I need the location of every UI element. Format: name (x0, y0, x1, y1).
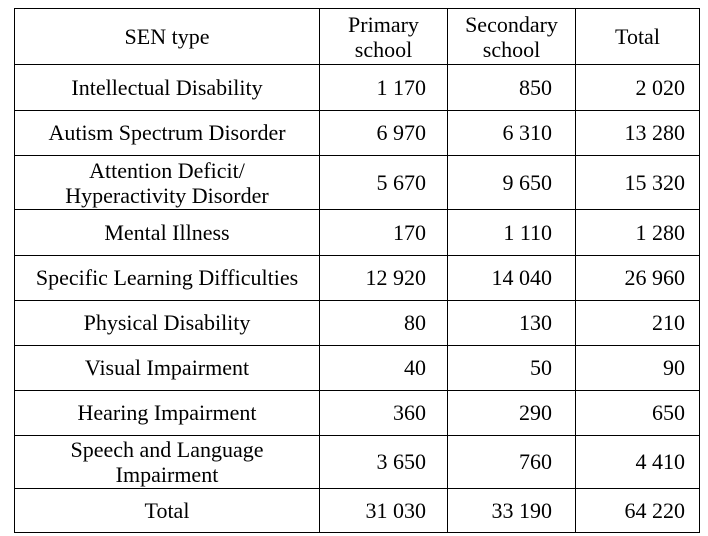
sen-statistics-table: SEN type Primary school Secondary school… (14, 8, 700, 533)
table-row: Specific Learning Difficulties 12 920 14… (14, 255, 700, 301)
table-row: Hearing Impairment 360 290 650 (14, 390, 700, 436)
header-secondary-line1: Secondary (465, 11, 558, 37)
total-value: 13 280 (575, 110, 700, 156)
header-secondary-school: Secondary school (447, 8, 576, 65)
total-value: 2 020 (575, 64, 700, 111)
row-label: Attention Deficit/ Hyperactivity Disorde… (14, 155, 320, 210)
table-row: Mental Illness 170 1 110 1 280 (14, 209, 700, 256)
header-primary-school: Primary school (319, 8, 448, 65)
row-label: Visual Impairment (14, 345, 320, 391)
row-label-line1: Attention Deficit/ (89, 157, 245, 183)
secondary-value: 6 310 (447, 110, 576, 156)
row-label: Mental Illness (14, 209, 320, 256)
header-total: Total (575, 8, 700, 65)
row-label: Specific Learning Difficulties (14, 255, 320, 301)
primary-value: 40 (319, 345, 448, 391)
row-label: Speech and Language Impairment (14, 435, 320, 489)
table-row: Autism Spectrum Disorder 6 970 6 310 13 … (14, 110, 700, 156)
row-label: Total (14, 488, 320, 533)
table-header-row: SEN type Primary school Secondary school… (14, 8, 700, 65)
row-label: Autism Spectrum Disorder (14, 110, 320, 156)
header-primary-line2: school (354, 36, 413, 62)
total-value: 26 960 (575, 255, 700, 301)
secondary-value: 290 (447, 390, 576, 436)
secondary-value: 760 (447, 435, 576, 489)
secondary-value: 850 (447, 64, 576, 111)
table-row: Intellectual Disability 1 170 850 2 020 (14, 64, 700, 111)
primary-value: 5 670 (319, 155, 448, 210)
row-label: Hearing Impairment (14, 390, 320, 436)
table-total-row: Total 31 030 33 190 64 220 (14, 488, 700, 533)
row-label: Physical Disability (14, 300, 320, 346)
total-value: 90 (575, 345, 700, 391)
secondary-value: 1 110 (447, 209, 576, 256)
table-row: Visual Impairment 40 50 90 (14, 345, 700, 391)
secondary-value: 14 040 (447, 255, 576, 301)
secondary-value: 9 650 (447, 155, 576, 210)
table-row: Speech and Language Impairment 3 650 760… (14, 435, 700, 489)
secondary-value: 33 190 (447, 488, 576, 533)
total-value: 64 220 (575, 488, 700, 533)
row-label-line2: Hyperactivity Disorder (65, 182, 269, 208)
row-label-line2: Impairment (115, 462, 219, 487)
row-label-line1: Speech and Language (70, 437, 264, 462)
total-value: 4 410 (575, 435, 700, 489)
primary-value: 31 030 (319, 488, 448, 533)
primary-value: 1 170 (319, 64, 448, 111)
secondary-value: 50 (447, 345, 576, 391)
total-value: 15 320 (575, 155, 700, 210)
table-row: Physical Disability 80 130 210 (14, 300, 700, 346)
primary-value: 80 (319, 300, 448, 346)
header-sen-type: SEN type (14, 8, 320, 65)
secondary-value: 130 (447, 300, 576, 346)
primary-value: 3 650 (319, 435, 448, 489)
primary-value: 170 (319, 209, 448, 256)
primary-value: 360 (319, 390, 448, 436)
header-primary-line1: Primary (348, 11, 419, 37)
total-value: 1 280 (575, 209, 700, 256)
total-value: 650 (575, 390, 700, 436)
primary-value: 12 920 (319, 255, 448, 301)
row-label: Intellectual Disability (14, 64, 320, 111)
total-value: 210 (575, 300, 700, 346)
header-secondary-line2: school (482, 36, 541, 62)
primary-value: 6 970 (319, 110, 448, 156)
table-row: Attention Deficit/ Hyperactivity Disorde… (14, 155, 700, 210)
